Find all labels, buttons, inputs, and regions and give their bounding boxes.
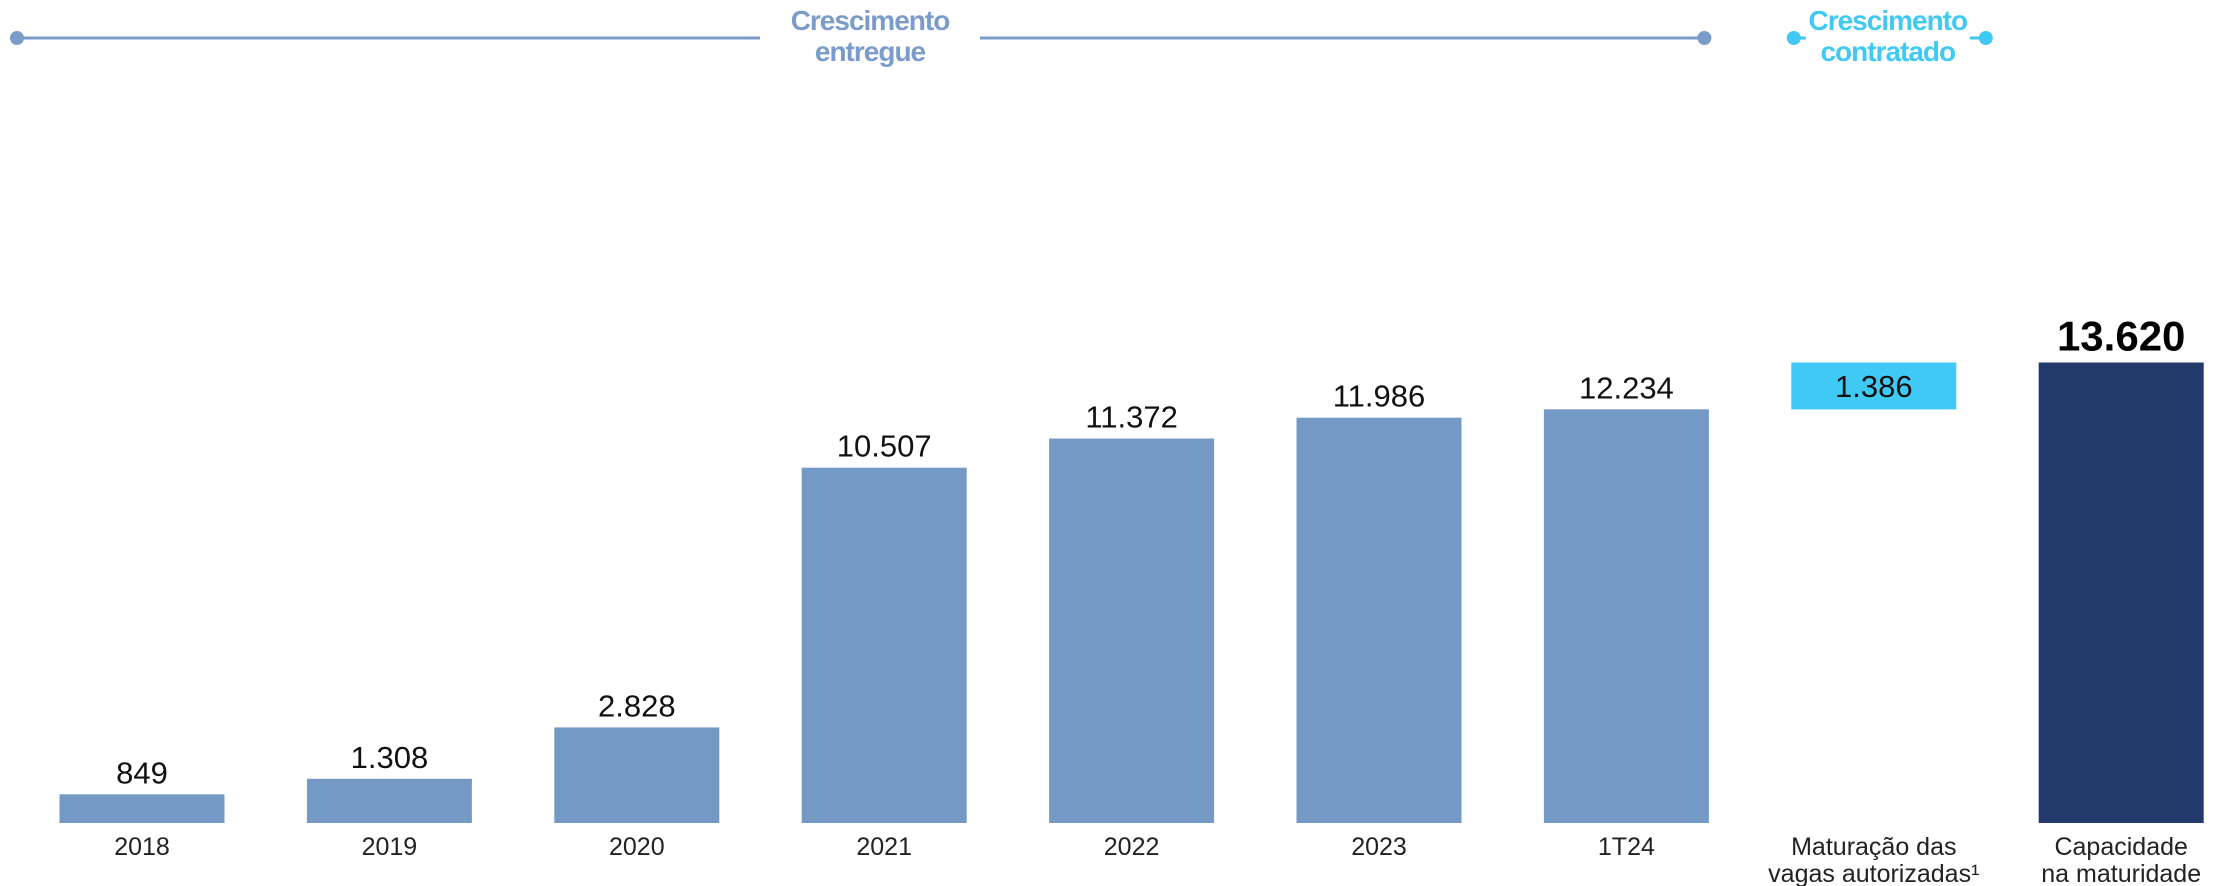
value-label-2021: 10.507 bbox=[837, 429, 932, 464]
bar-2022 bbox=[1049, 438, 1215, 823]
category-label-2019: 2019 bbox=[362, 833, 418, 861]
bar-2020 bbox=[554, 727, 720, 823]
section-dot-end-contracted bbox=[1978, 31, 1993, 45]
value-labels-group: 849 1.308 2.828 10.507 11.372 11.986 12.234 1.3… bbox=[116, 313, 2185, 791]
category-label-1t24: 1T24 bbox=[1598, 833, 1655, 861]
bar-2023 bbox=[1296, 417, 1462, 823]
bar-capacidade-na-maturidade bbox=[2038, 362, 2204, 823]
value-label-1t24: 12.234 bbox=[1579, 370, 1674, 405]
value-label-2019: 1.308 bbox=[351, 740, 429, 775]
section-brackets: Crescimento entregue Crescimento contratado bbox=[10, 5, 1993, 67]
category-labels-group: 2018 2019 2020 2021 2022 2023 1T24 Maturação da… bbox=[114, 833, 2201, 886]
category-label-capacidade-na-maturidade: Capacidade na maturidade bbox=[2041, 833, 2201, 886]
bar-2019 bbox=[306, 778, 472, 823]
value-label-capacidade-na-maturidade: 13.620 bbox=[2057, 313, 2185, 360]
section-dot-start-contracted bbox=[1786, 31, 1801, 45]
section-delivered: Crescimento entregue bbox=[10, 5, 1712, 67]
category-label-2022: 2022 bbox=[1104, 833, 1160, 861]
bar-2021 bbox=[801, 467, 967, 823]
value-label-maturac-a-o-das-vagas-autorizadas: 1.386 bbox=[1835, 369, 1913, 404]
category-label-2023: 2023 bbox=[1351, 833, 1407, 861]
category-label-maturac-a-o-das-vagas-autorizadas: Maturação das vagas autorizadas¹ bbox=[1768, 833, 1979, 886]
bar-2018 bbox=[59, 794, 225, 823]
category-label-2020: 2020 bbox=[609, 833, 665, 861]
section-dot-start-delivered bbox=[10, 31, 24, 45]
bar-1t24 bbox=[1543, 409, 1709, 823]
bars-group bbox=[59, 362, 2204, 823]
section-contracted: Crescimento contratado bbox=[1786, 5, 1993, 67]
section-label-delivered: Crescimento entregue bbox=[791, 5, 951, 67]
value-label-2018: 849 bbox=[116, 755, 168, 790]
bar-maturac-a-o-das-vagas-autorizadas bbox=[1791, 362, 1957, 410]
value-label-2020: 2.828 bbox=[598, 688, 676, 723]
value-label-2022: 11.372 bbox=[1085, 400, 1178, 435]
category-label-2018: 2018 bbox=[114, 833, 170, 861]
category-label-2021: 2021 bbox=[856, 833, 912, 861]
section-dot-end-delivered bbox=[1697, 31, 1712, 45]
value-label-2023: 11.986 bbox=[1333, 379, 1426, 414]
section-label-contracted: Crescimento contratado bbox=[1808, 5, 1968, 67]
